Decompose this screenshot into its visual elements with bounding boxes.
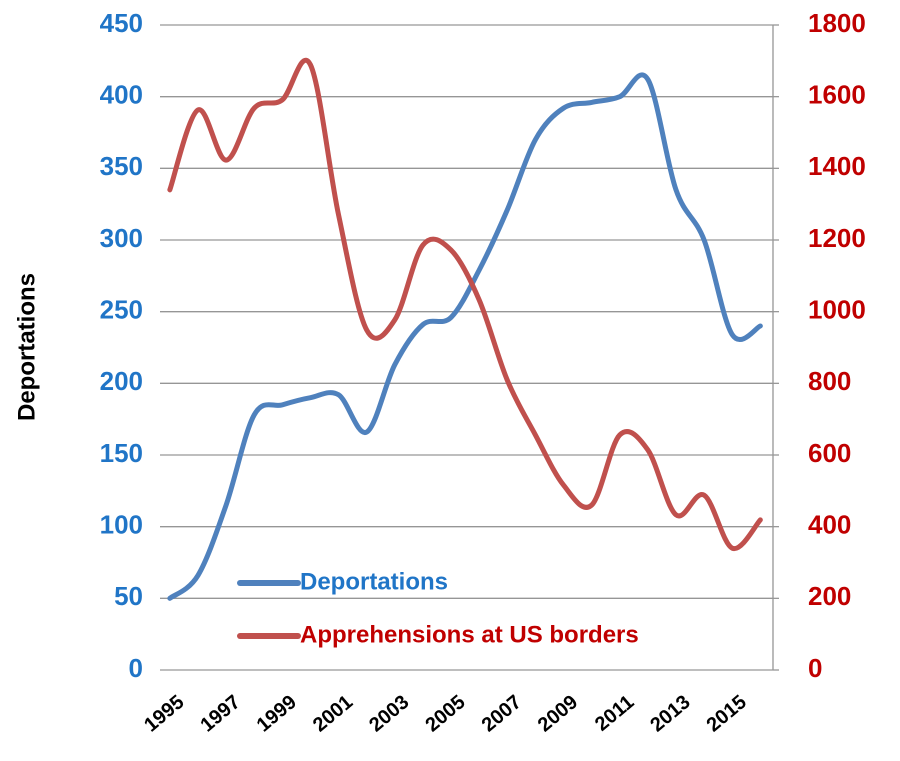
y2-tick-label: 200 [808, 581, 851, 611]
y2-tick-label: 800 [808, 366, 851, 396]
y2-tick-label: 1400 [808, 151, 866, 181]
y2-tick-label: 0 [808, 653, 822, 683]
x-tick-label: 2011 [591, 691, 638, 736]
y-tick-label: 150 [100, 438, 143, 468]
x-tick-label: 1995 [140, 691, 188, 736]
y2-tick-label: 1200 [808, 223, 866, 253]
y2-tick-label: 1000 [808, 295, 866, 325]
y-tick-label: 200 [100, 366, 143, 396]
y-tick-label: 450 [100, 8, 143, 38]
y2-tick-label: 600 [808, 438, 851, 468]
y2-tick-label: 1800 [808, 8, 866, 38]
x-tick-label: 2001 [309, 691, 357, 736]
x-tick-label: 2003 [365, 691, 413, 736]
x-tick-label: 2007 [478, 691, 526, 736]
y-tick-label: 300 [100, 223, 143, 253]
y-tick-label: 50 [114, 581, 143, 611]
legend-label: Apprehensions at US borders [300, 621, 639, 648]
y-axis-title: Deportations [13, 273, 40, 421]
series-line [167, 57, 763, 551]
x-tick-label: 2015 [703, 691, 751, 736]
x-tick-label: 2013 [646, 691, 694, 736]
x-tick-label: 2009 [534, 691, 582, 736]
series-line [167, 72, 763, 601]
y-tick-label: 100 [100, 510, 143, 540]
legend-label: Deportations [300, 568, 448, 595]
x-tick-label: 1997 [196, 691, 244, 736]
x-tick-label: 2005 [421, 691, 469, 736]
y-tick-label: 0 [129, 653, 143, 683]
y-tick-label: 350 [100, 151, 143, 181]
y-tick-label: 250 [100, 295, 143, 325]
y2-tick-label: 1600 [808, 80, 866, 110]
x-tick-label: 1999 [253, 691, 301, 736]
y2-tick-label: 400 [808, 510, 851, 540]
y-tick-label: 400 [100, 80, 143, 110]
